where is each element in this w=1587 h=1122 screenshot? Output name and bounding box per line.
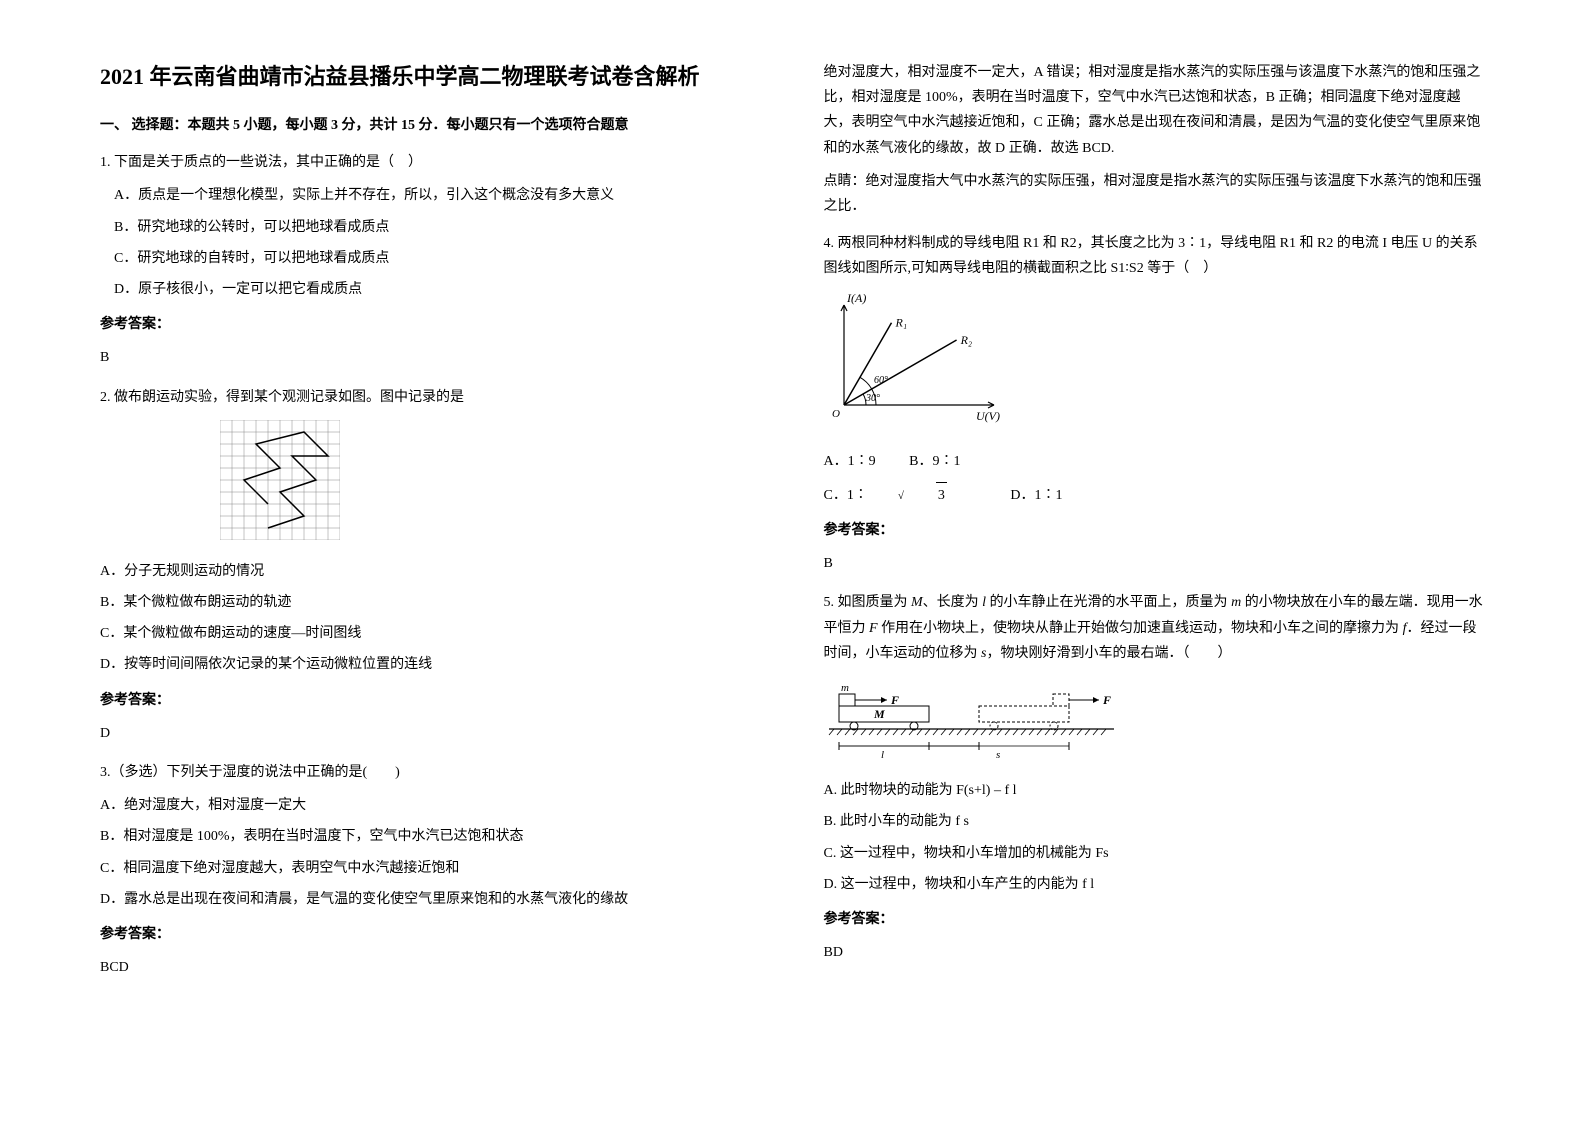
q4-option-a: A．1∶9 bbox=[824, 449, 876, 474]
q1-answer: B bbox=[100, 345, 764, 370]
exam-title: 2021 年云南省曲靖市沾益县播乐中学高二物理联考试卷含解析 bbox=[100, 60, 764, 93]
q3-answer-label: 参考答案： bbox=[100, 922, 764, 947]
q3-answer: BCD bbox=[100, 955, 764, 980]
q4-option-c: C．1∶√3 bbox=[824, 482, 977, 508]
question-1: 1. 下面是关于质点的一些说法，其中正确的是（ ） A．质点是一个理想化模型，实… bbox=[100, 150, 764, 370]
q5-option-d: D. 这一过程中，物块和小车产生的内能为 f l bbox=[824, 872, 1488, 897]
q2-answer: D bbox=[100, 721, 764, 746]
q3-explanation-2: 点睛：绝对湿度指大气中水蒸汽的实际压强，相对湿度是指水蒸汽的实际压强与该温度下水… bbox=[824, 169, 1488, 219]
question-3: 3.（多选）下列关于湿度的说法中正确的是( ) A．绝对湿度大，相对湿度一定大 … bbox=[100, 760, 764, 980]
svg-text:R₂: R₂ bbox=[959, 333, 972, 347]
q4-option-b: B．9∶1 bbox=[909, 449, 960, 474]
q2-text: 2. 做布朗运动实验，得到某个观测记录如图。图中记录的是 bbox=[100, 385, 764, 410]
q3-explanation-1: 绝对湿度大，相对湿度不一定大，A 错误；相对湿度是指水蒸汽的实际压强与该温度下水… bbox=[824, 60, 1488, 161]
section-1-header: 一、 选择题：本题共 5 小题，每小题 3 分，共计 15 分．每小题只有一个选… bbox=[100, 113, 764, 138]
q2-option-a: A．分子无规则运动的情况 bbox=[100, 559, 764, 584]
q5-option-c: C. 这一过程中，物块和小车增加的机械能为 Fs bbox=[824, 841, 1488, 866]
question-4: 4. 两根同种材料制成的导线电阻 R1 和 R2，其长度之比为 3∶1，导线电阻… bbox=[824, 231, 1488, 576]
svg-text:l: l bbox=[881, 749, 884, 759]
q5-option-b: B. 此时小车的动能为 f s bbox=[824, 809, 1488, 834]
question-2: 2. 做布朗运动实验，得到某个观测记录如图。图中记录的是 A．分子无规则运动的情… bbox=[100, 385, 764, 747]
q2-figure bbox=[220, 420, 764, 549]
q4-answer-label: 参考答案： bbox=[824, 518, 1488, 543]
svg-text:O: O bbox=[832, 408, 840, 420]
q5-answer-label: 参考答案： bbox=[824, 907, 1488, 932]
q3-option-a: A．绝对湿度大，相对湿度一定大 bbox=[100, 793, 764, 818]
svg-text:30°: 30° bbox=[865, 393, 880, 404]
svg-text:60°: 60° bbox=[874, 375, 888, 386]
q5-option-a: A. 此时物块的动能为 F(s+l) – f l bbox=[824, 778, 1488, 803]
q1-text: 1. 下面是关于质点的一些说法，其中正确的是（ ） bbox=[100, 150, 764, 175]
brownian-motion-diagram bbox=[220, 420, 340, 540]
svg-text:U(V): U(V) bbox=[976, 409, 1000, 423]
q4-option-d: D．1∶1 bbox=[1010, 483, 1062, 508]
q4-text: 4. 两根同种材料制成的导线电阻 R1 和 R2，其长度之比为 3∶1，导线电阻… bbox=[824, 231, 1488, 281]
q4-figure: I(A) U(V) R₁ R₂ 60° 30° O bbox=[824, 290, 1488, 439]
q2-answer-label: 参考答案： bbox=[100, 688, 764, 713]
q3-option-b: B．相对湿度是 100%，表明在当时温度下，空气中水汽已达饱和状态 bbox=[100, 824, 764, 849]
svg-text:m: m bbox=[841, 682, 849, 694]
q1-option-b: B．研究地球的公转时，可以把地球看成质点 bbox=[114, 215, 764, 240]
svg-text:I(A): I(A) bbox=[846, 291, 866, 305]
q5-answer: BD bbox=[824, 940, 1488, 965]
q2-option-c: C．某个微粒做布朗运动的速度—时间图线 bbox=[100, 621, 764, 646]
svg-text:F: F bbox=[1102, 693, 1111, 707]
q2-option-b: B．某个微粒做布朗运动的轨迹 bbox=[100, 590, 764, 615]
svg-text:M: M bbox=[873, 707, 885, 721]
q5-text: 5. 如图质量为 M、长度为 l 的小车静止在光滑的水平面上，质量为 m 的小物… bbox=[824, 590, 1488, 666]
q3-text: 3.（多选）下列关于湿度的说法中正确的是( ) bbox=[100, 760, 764, 785]
svg-text:R₁: R₁ bbox=[894, 315, 907, 329]
iv-graph: I(A) U(V) R₁ R₂ 60° 30° O bbox=[824, 290, 1014, 430]
q1-option-d: D．原子核很小，一定可以把它看成质点 bbox=[114, 277, 764, 302]
svg-text:s: s bbox=[996, 749, 1000, 759]
q5-figure: mMFFls bbox=[824, 674, 1488, 768]
question-5: 5. 如图质量为 M、长度为 l 的小车静止在光滑的水平面上，质量为 m 的小物… bbox=[824, 590, 1488, 965]
q4-answer: B bbox=[824, 551, 1488, 576]
q3-option-c: C．相同温度下绝对湿度越大，表明空气中水汽越接近饱和 bbox=[100, 856, 764, 881]
q1-answer-label: 参考答案： bbox=[100, 312, 764, 337]
q1-option-c: C．研究地球的自转时，可以把地球看成质点 bbox=[114, 246, 764, 271]
q1-option-a: A．质点是一个理想化模型，实际上并不存在，所以，引入这个概念没有多大意义 bbox=[114, 183, 764, 208]
block-on-cart-diagram: mMFFls bbox=[824, 674, 1124, 759]
svg-text:F: F bbox=[890, 693, 899, 707]
q3-option-d: D．露水总是出现在夜间和清晨，是气温的变化使空气里原来饱和的水蒸气液化的缘故 bbox=[100, 887, 764, 912]
q2-option-d: D．按等时间间隔依次记录的某个运动微粒位置的连线 bbox=[100, 652, 764, 677]
